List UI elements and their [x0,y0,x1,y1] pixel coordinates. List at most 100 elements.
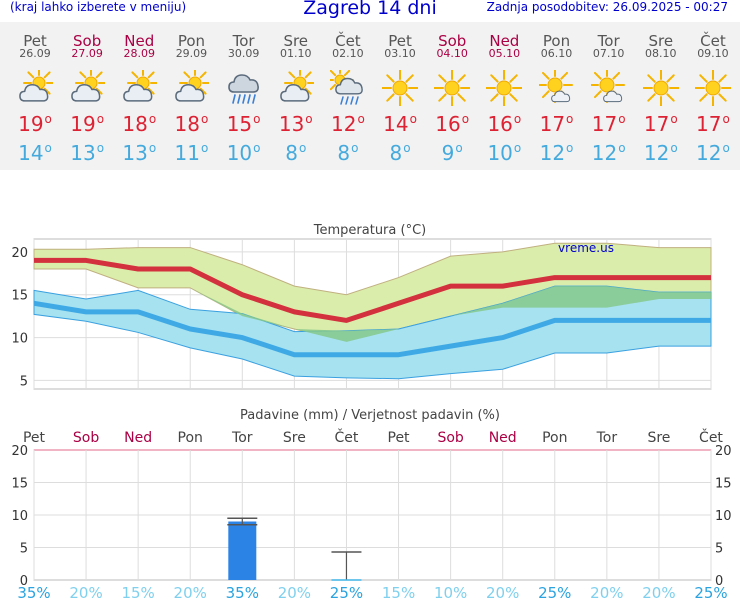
partly-cloudy-icon [71,70,106,102]
y-tick-label-left: 5 [20,542,28,557]
day-name: Sre [648,32,674,50]
max-temperature: 16o [478,112,530,136]
precipitation-probability-label: 20% [486,584,519,600]
y-tick-label: 10 [11,332,28,347]
y-tick-label-right: 0 [715,574,723,589]
min-temperature: 10o [478,141,530,165]
degree-sign: o [513,112,522,127]
degree-sign: o [96,112,105,127]
degree-sign: o [566,141,574,156]
degree-sign: o [670,112,678,127]
day-date: 27.09 [71,47,103,60]
degree-sign: o [253,141,261,156]
precipitation-probability-label: 35% [226,584,259,600]
y-tick-label-left: 0 [20,574,28,589]
day-name: Čet [700,32,726,50]
max-temperature-value: 16 [435,112,461,136]
degree-sign: o [403,141,411,156]
sun-icon [434,70,471,106]
precipitation-range-marker [227,517,258,526]
max-temperature: 19o [61,112,113,136]
day-name: Sob [73,32,102,50]
day-date: 04.10 [436,47,468,60]
y-tick-label: 5 [20,374,28,389]
precipitation-probability-label: 20% [69,584,102,600]
y-tick-label-left: 15 [11,477,28,492]
degree-sign: o [44,141,52,156]
sun-icon [486,70,523,106]
day-date: 09.10 [697,47,729,60]
day-name: Pon [177,32,206,50]
min-temperature-value: 9 [441,141,455,165]
day-name: Pet [23,32,47,50]
max-temperature: 18o [113,112,165,136]
min-temperature-value: 10 [487,141,513,165]
day-date: 26.09 [19,47,51,60]
min-temperature: 12o [531,141,583,165]
min-temperature: 12o [635,141,687,165]
degree-sign: o [148,141,157,156]
y-tick-label-left: 10 [11,509,28,524]
x-tick-label: Tor [231,430,253,446]
sun-shape [694,70,731,106]
max-temperature: 19o [9,112,61,136]
min-temperature: 12o [687,141,739,165]
partly-cloudy-icon [175,70,210,102]
min-temperature: 9o [426,141,478,165]
x-tick-label: Pon [542,430,567,446]
precipitation-probability-label: 20% [174,584,207,600]
partly-cloudy-icon [123,70,158,102]
x-tick-label: Sob [437,430,463,446]
precipitation-probability-label: 20% [590,584,623,600]
precipitation-bar [228,521,257,580]
min-temperature-value: 8 [337,141,351,165]
page-header: (kraj lahko izberete v meniju) Zagreb 14… [0,0,740,22]
degree-sign: o [253,112,261,127]
degree-sign: o [351,141,359,156]
degree-sign: o [513,141,522,156]
watermark: vreme.us [558,241,614,255]
sun-icon [694,70,731,106]
degree-sign: o [305,112,313,127]
precipitation-probability-label: 35% [17,584,50,600]
min-temperature: 8o [270,141,322,165]
max-temperature: 12o [322,112,374,136]
max-temperature-value: 18 [174,112,200,136]
x-tick-label: Čet [335,428,359,446]
day-name: Ned [489,32,520,50]
max-temperature-value: 19 [18,112,44,136]
degree-sign: o [357,112,365,127]
y-tick-label: 20 [11,246,28,261]
y-tick-label: 15 [11,289,28,304]
x-tick-label: Tor [596,430,618,446]
day-name: Pet [388,32,412,50]
degree-sign: o [298,141,307,156]
day-date: 01.10 [280,47,312,60]
precipitation-probability-label: 25% [538,584,571,600]
degree-sign: o [461,112,470,127]
precipitation-probability-label: 15% [121,584,154,600]
min-temperature-value: 14 [18,141,44,165]
precipitation-range-marker [331,551,362,581]
min-temperature-value: 8 [389,141,403,165]
min-temperature: 12o [583,141,635,165]
temperature-chart-title: Temperatura (°C) [313,223,426,238]
degree-sign: o [722,141,730,156]
cloud-shape [123,83,153,102]
precipitation-probability-label: 15% [382,584,415,600]
max-temperature-value: 14 [383,112,409,136]
max-temperature: 17o [635,112,687,136]
degree-sign: o [618,112,626,127]
max-temperature: 16o [426,112,478,136]
degree-sign: o [44,112,52,127]
precipitation-probability-label: 25% [694,584,727,600]
degree-sign: o [722,112,730,127]
sun-showers-icon [329,70,363,105]
min-temperature-value: 12 [591,141,618,165]
day-date: 08.10 [645,47,677,60]
min-temperature: 11o [165,141,217,165]
max-temperature-value: 17 [643,112,670,136]
min-temperature: 13o [61,141,113,165]
x-tick-label: Ned [489,430,517,446]
x-tick-label: Pet [23,430,46,446]
